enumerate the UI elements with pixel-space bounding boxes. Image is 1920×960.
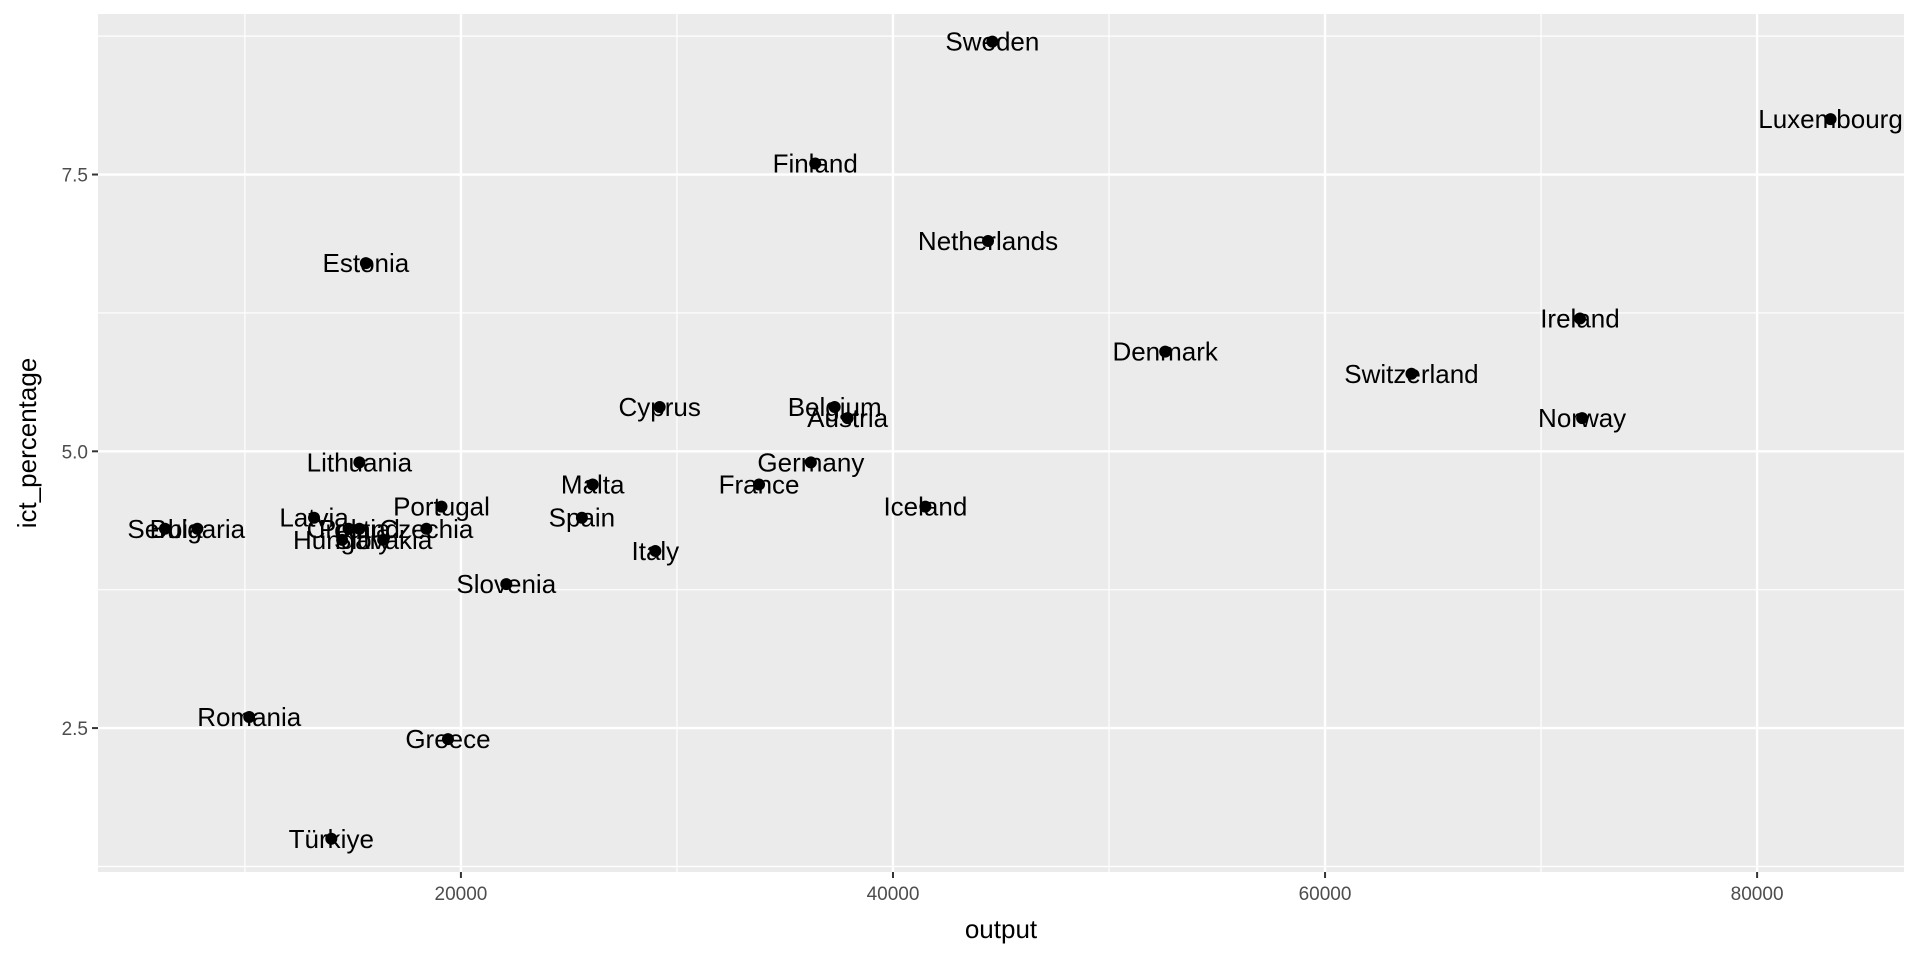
point-label: Austria	[807, 403, 888, 433]
point-label: Greece	[405, 724, 490, 754]
data-point	[919, 500, 932, 513]
data-point	[243, 711, 256, 724]
data-point	[1405, 367, 1418, 380]
data-point	[377, 533, 390, 546]
point-label: Denmark	[1112, 337, 1218, 367]
point-label: France	[719, 470, 800, 500]
data-point	[986, 35, 999, 48]
point-label: Poland	[319, 514, 400, 544]
point-label: Latvia	[279, 503, 349, 533]
point-label: Hungary	[293, 525, 391, 555]
point-label: Finland	[773, 148, 858, 178]
point-label: Malta	[561, 470, 625, 500]
data-point	[158, 522, 171, 535]
data-point	[653, 401, 666, 414]
point-label: Portugal	[393, 492, 490, 522]
x-axis: 20000 40000 60000 80000	[435, 872, 1784, 905]
point-label: Spain	[549, 503, 616, 533]
point-label: Luxembourg	[1758, 104, 1903, 134]
point-label: Belgium	[788, 392, 882, 422]
data-point	[500, 578, 513, 591]
x-tick-label: 80000	[1731, 884, 1784, 905]
point-label: Türkiye	[289, 824, 374, 854]
point-label: Slovakia	[334, 525, 433, 555]
point-labels: Sweden Luxembourg Finland Netherlands Estoni…	[127, 27, 1902, 854]
y-axis: 2.5 5.0 7.5	[62, 166, 98, 740]
data-point	[828, 401, 841, 414]
x-axis-title: output	[965, 914, 1038, 944]
point-label: Germany	[757, 447, 864, 477]
data-point	[420, 522, 433, 535]
point-label: Iceland	[883, 492, 967, 522]
data-point	[1573, 312, 1586, 325]
point-label: Serbia	[127, 514, 203, 544]
data-point	[325, 832, 338, 845]
data-point	[353, 522, 366, 535]
data-point	[441, 733, 454, 746]
major-gridlines	[98, 14, 1904, 872]
point-label: Cyprus	[618, 392, 700, 422]
x-tick-label: 20000	[435, 884, 488, 905]
data-point	[353, 456, 366, 469]
data-point	[753, 478, 766, 491]
x-tick-label: 40000	[867, 884, 920, 905]
point-label: Norway	[1538, 403, 1626, 433]
data-point	[809, 157, 822, 170]
y-tick-label: 2.5	[62, 719, 88, 740]
data-point	[336, 533, 349, 546]
data-point	[1159, 345, 1172, 358]
data-point	[982, 234, 995, 247]
data-point	[649, 544, 662, 557]
point-label: Sweden	[945, 27, 1039, 57]
data-point	[1824, 113, 1837, 126]
data-point	[435, 500, 448, 513]
data-point	[191, 522, 204, 535]
minor-gridlines	[98, 14, 1904, 872]
y-axis-title: ict_percentage	[12, 358, 42, 529]
point-label: Estonia	[323, 248, 410, 278]
data-point	[804, 456, 817, 469]
data-point	[1576, 412, 1589, 425]
data-point	[575, 511, 588, 524]
point-label: Ireland	[1540, 303, 1620, 333]
point-label: Croatia	[307, 514, 391, 544]
point-label: Czechia	[379, 514, 473, 544]
point-label: Lithuania	[307, 447, 413, 477]
data-point	[308, 511, 321, 524]
x-tick-label: 60000	[1299, 884, 1352, 905]
data-point	[586, 478, 599, 491]
data-point	[342, 522, 355, 535]
y-tick-label: 5.0	[62, 442, 88, 463]
point-label: Slovenia	[456, 569, 556, 599]
data-points	[158, 35, 1837, 845]
data-point	[359, 257, 372, 270]
plot-panel	[98, 14, 1904, 872]
point-label: Bulgaria	[150, 514, 246, 544]
y-tick-label: 7.5	[62, 166, 88, 187]
point-label: Switzerland	[1344, 359, 1478, 389]
data-point	[841, 412, 854, 425]
point-label: Netherlands	[918, 226, 1058, 256]
point-label: Romania	[197, 702, 302, 732]
point-label: Italy	[632, 536, 680, 566]
